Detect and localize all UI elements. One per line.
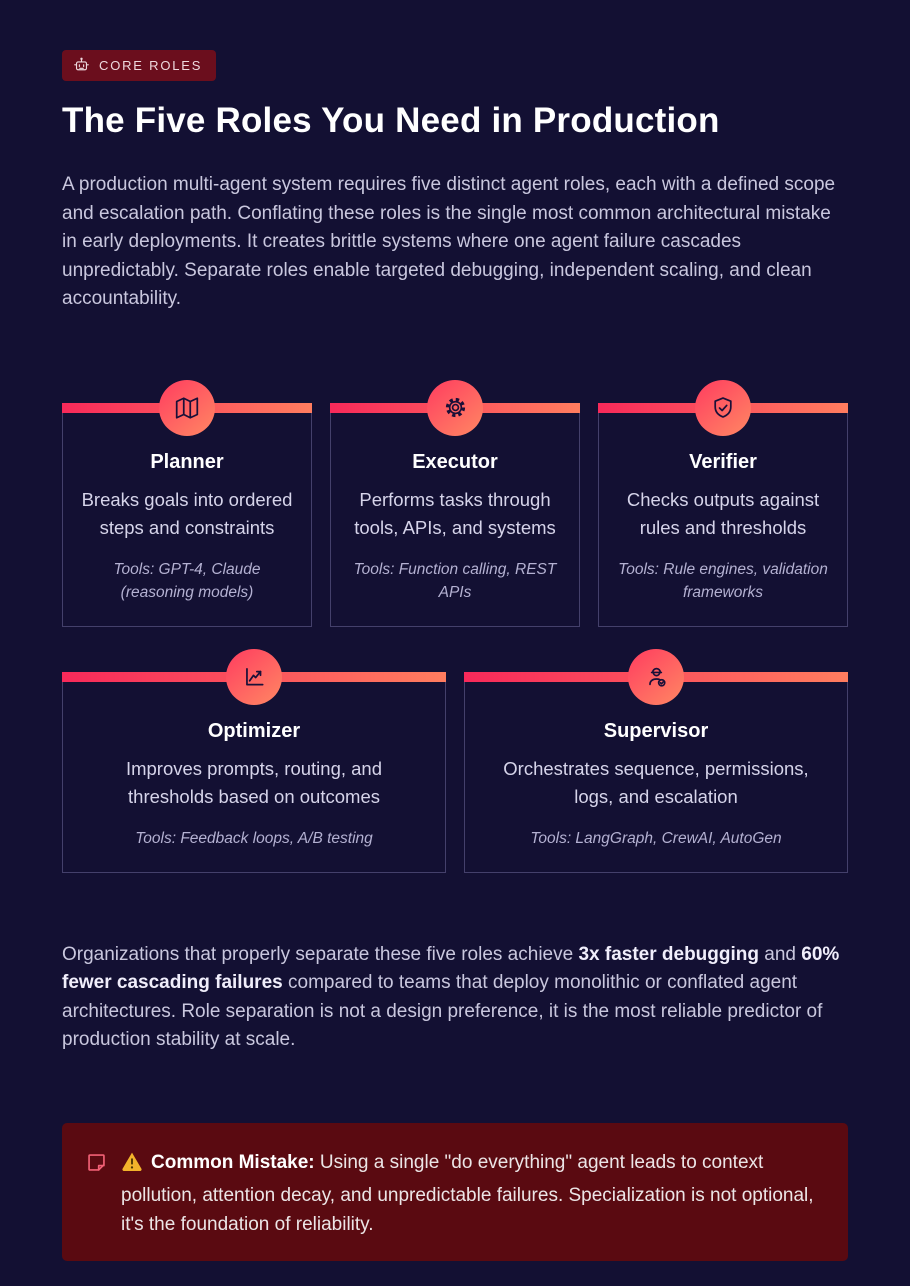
role-name: Planner <box>150 450 224 473</box>
role-description: Improves prompts, routing, and threshold… <box>125 757 383 807</box>
outcome-bold-debugging: 3x faster debugging <box>578 943 759 965</box>
robot-icon <box>73 57 90 74</box>
card-body: Executor Performs tasks through tools, A… <box>330 412 580 627</box>
role-description: Checks outputs against rules and thresho… <box>626 488 820 538</box>
outcome-paragraph: Organizations that properly separate the… <box>62 941 848 1055</box>
outcome-text: and <box>758 943 802 965</box>
role-name: Supervisor <box>603 719 709 742</box>
page-title: The Five Roles You Need in Production <box>62 101 720 140</box>
role-name: Verifier <box>689 450 757 473</box>
role-description: Breaks goals into ordered steps and cons… <box>81 488 293 538</box>
outcome-bold-failures: 60% fewer cascading failures <box>62 943 840 994</box>
role-tools: Tools: LangGraph, CrewAI, AutoGen <box>530 829 782 847</box>
map-icon <box>159 379 215 436</box>
role-tools: Tools: Function calling, REST APIs <box>353 560 557 601</box>
warning-text: Common Mistake: Using a single "do every… <box>121 1148 822 1239</box>
role-name: Executor <box>412 450 498 473</box>
card-body: Verifier Checks outputs against rules an… <box>598 412 848 627</box>
outcome-text: Organizations that properly separate the… <box>62 943 579 965</box>
note-icon <box>86 1152 107 1178</box>
role-tools: Tools: Feedback loops, A/B testing <box>135 829 373 847</box>
shield-check-icon <box>695 379 751 436</box>
role-card-executor: Executor Performs tasks through tools, A… <box>330 379 580 627</box>
intro-paragraph: A production multi-agent system requires… <box>62 174 836 310</box>
card-body: Planner Breaks goals into ordered steps … <box>62 412 312 627</box>
role-card-supervisor: Supervisor Orchestrates sequence, permis… <box>464 648 848 873</box>
supervisor-icon <box>628 648 684 705</box>
outcome-text: compared to teams that deploy monolithic… <box>62 972 823 1051</box>
role-description: Orchestrates sequence, permissions, logs… <box>503 757 809 807</box>
role-card-optimizer: Optimizer Improves prompts, routing, and… <box>62 648 446 873</box>
role-name: Optimizer <box>207 719 301 742</box>
common-mistake-callout: Common Mistake: Using a single "do every… <box>62 1122 848 1261</box>
badge-label: CORE ROLES <box>99 58 203 73</box>
role-tools: Tools: GPT-4, Claude (reasoning models) <box>113 560 261 601</box>
role-description: Performs tasks through tools, APIs, and … <box>354 488 556 538</box>
card-body: Supervisor Orchestrates sequence, permis… <box>464 681 848 873</box>
roles-row-2: Optimizer Improves prompts, routing, and… <box>62 648 848 873</box>
role-tools: Tools: Rule engines, validation framewor… <box>618 560 828 601</box>
role-card-planner: Planner Breaks goals into ordered steps … <box>62 379 312 627</box>
roles-row-1: Planner Breaks goals into ordered steps … <box>62 379 848 627</box>
trend-up-icon <box>226 648 282 705</box>
warning-label: Common Mistake: <box>151 1151 315 1173</box>
card-body: Optimizer Improves prompts, routing, and… <box>62 681 446 873</box>
core-roles-badge: CORE ROLES <box>62 50 217 81</box>
gear-icon <box>427 379 483 436</box>
warning-triangle-icon <box>121 1150 143 1181</box>
warning-body: Using a single "do everything" agent lea… <box>121 1151 814 1235</box>
role-card-verifier: Verifier Checks outputs against rules an… <box>598 379 848 627</box>
